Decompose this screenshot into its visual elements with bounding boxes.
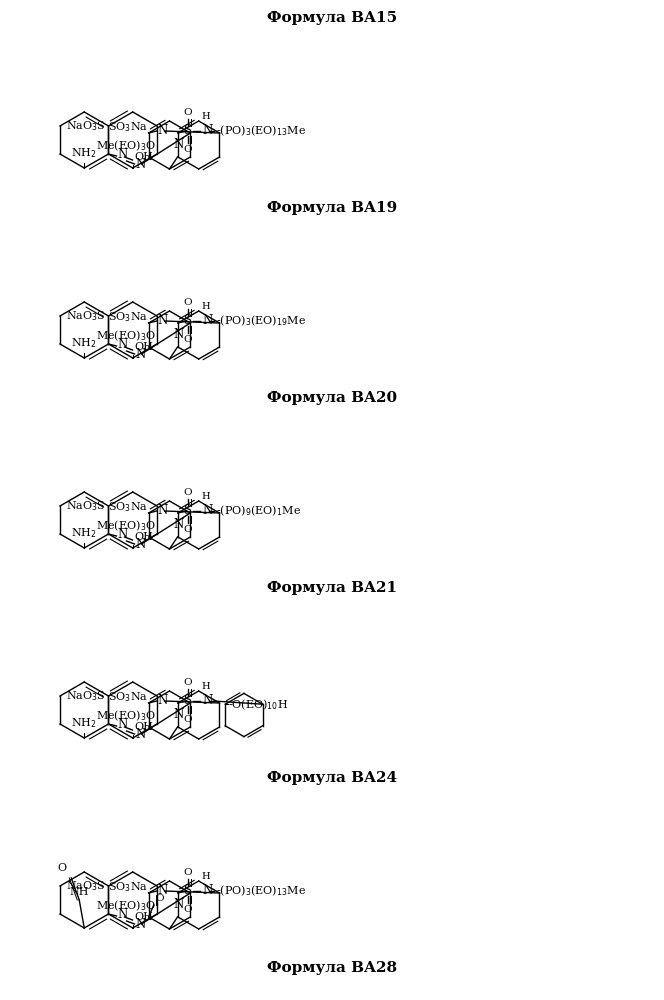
Text: Формула BA15: Формула BA15 <box>267 11 397 25</box>
Text: N: N <box>118 338 127 351</box>
Text: Me(EO)$_3$O: Me(EO)$_3$O <box>96 518 155 533</box>
Text: SO$_3$Na: SO$_3$Na <box>108 880 148 894</box>
Text: OH: OH <box>135 152 153 162</box>
Text: Me(EO)$_3$O: Me(EO)$_3$O <box>96 898 155 913</box>
Text: S: S <box>184 884 192 898</box>
Text: -(PO)$_3$(EO)$_{13}$Me: -(PO)$_3$(EO)$_{13}$Me <box>216 124 306 138</box>
Text: N: N <box>202 694 212 708</box>
Text: NaO$_3$S: NaO$_3$S <box>66 689 106 703</box>
Text: NH$_2$: NH$_2$ <box>72 526 97 540</box>
Text: NH$_2$: NH$_2$ <box>72 336 97 350</box>
Text: N: N <box>173 138 184 151</box>
Text: N: N <box>202 884 212 898</box>
Text: N: N <box>135 538 145 550</box>
Text: O: O <box>184 905 193 914</box>
Text: SO$_3$Na: SO$_3$Na <box>108 500 148 514</box>
Text: NH$_2$: NH$_2$ <box>72 716 97 730</box>
Text: Me(EO)$_3$O: Me(EO)$_3$O <box>96 138 155 153</box>
Text: Me(EO)$_3$O: Me(EO)$_3$O <box>96 328 155 343</box>
Text: N: N <box>135 157 145 170</box>
Text: OH: OH <box>135 722 153 732</box>
Text: SO$_3$Na: SO$_3$Na <box>108 310 148 324</box>
Text: -(PO)$_9$(EO)$_1$Me: -(PO)$_9$(EO)$_1$Me <box>216 504 301 518</box>
Text: N: N <box>173 518 184 532</box>
Text: O: O <box>184 525 193 534</box>
Text: Формула BA24: Формула BA24 <box>267 771 397 785</box>
Text: O: O <box>156 894 164 903</box>
Text: -(PO)$_3$(EO)$_{19}$Me: -(PO)$_3$(EO)$_{19}$Me <box>216 314 306 328</box>
Text: -(PO)$_3$(EO)$_{13}$Me: -(PO)$_3$(EO)$_{13}$Me <box>216 884 306 898</box>
Text: N: N <box>118 718 127 730</box>
Text: O: O <box>184 488 193 497</box>
Text: NaO$_3$S: NaO$_3$S <box>66 309 106 323</box>
Text: N: N <box>135 918 145 930</box>
Text: SO$_3$Na: SO$_3$Na <box>108 690 148 704</box>
Text: O: O <box>184 678 193 687</box>
Text: N: N <box>173 328 184 342</box>
Text: Формула BA20: Формула BA20 <box>267 391 397 405</box>
Text: O: O <box>184 108 193 117</box>
Text: O: O <box>184 868 193 877</box>
Text: NH: NH <box>70 887 89 897</box>
Text: N: N <box>158 504 168 518</box>
Text: O: O <box>57 863 66 873</box>
Text: NaO$_3$S: NaO$_3$S <box>66 879 106 893</box>
Text: N: N <box>135 348 145 360</box>
Text: Формула BA28: Формула BA28 <box>267 961 397 975</box>
Text: N: N <box>202 124 212 137</box>
Text: H: H <box>202 302 210 311</box>
Text: OH: OH <box>135 342 153 352</box>
Text: N: N <box>158 314 168 328</box>
Text: S: S <box>184 504 192 518</box>
Text: N: N <box>202 504 212 518</box>
Text: Формула BA21: Формула BA21 <box>267 581 397 595</box>
Text: N: N <box>158 884 168 898</box>
Text: H: H <box>202 112 210 121</box>
Text: NaO$_3$S: NaO$_3$S <box>66 119 106 133</box>
Text: N: N <box>158 124 168 137</box>
Text: SO$_3$Na: SO$_3$Na <box>108 120 148 134</box>
Text: O: O <box>184 298 193 307</box>
Text: N: N <box>118 528 127 540</box>
Text: OH: OH <box>135 532 153 542</box>
Text: S: S <box>184 124 192 137</box>
Text: H: H <box>202 872 210 881</box>
Text: OH: OH <box>135 912 153 922</box>
Text: H: H <box>202 682 210 691</box>
Text: S: S <box>184 694 192 708</box>
Text: H: H <box>202 492 210 501</box>
Text: NaO$_3$S: NaO$_3$S <box>66 499 106 513</box>
Text: N: N <box>118 908 127 920</box>
Text: N: N <box>173 898 184 912</box>
Text: S: S <box>184 314 192 328</box>
Text: -O(EO)$_{10}$H: -O(EO)$_{10}$H <box>228 697 288 712</box>
Text: O: O <box>184 145 193 154</box>
Text: N: N <box>135 728 145 740</box>
Text: N: N <box>202 314 212 328</box>
Text: Формула BA19: Формула BA19 <box>267 201 397 215</box>
Text: NH$_2$: NH$_2$ <box>72 146 97 160</box>
Text: N: N <box>173 708 184 722</box>
Text: N: N <box>118 147 127 160</box>
Text: O: O <box>184 715 193 724</box>
Text: O: O <box>184 335 193 344</box>
Text: N: N <box>158 694 168 708</box>
Text: Me(EO)$_3$O: Me(EO)$_3$O <box>96 708 155 723</box>
